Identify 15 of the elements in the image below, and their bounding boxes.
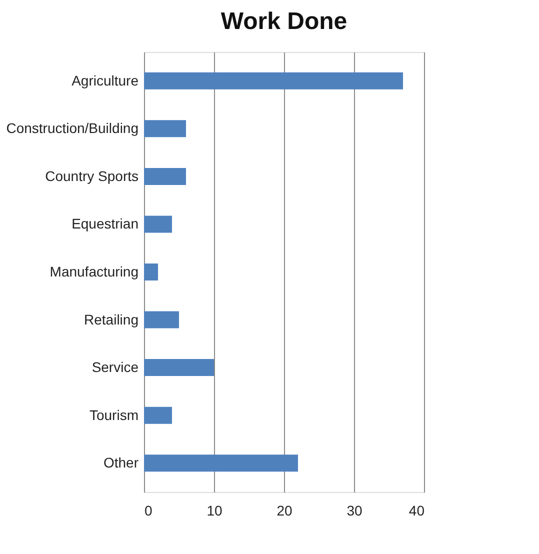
y-tick-label: Service: [92, 359, 139, 376]
y-tick-label: Country Sports: [45, 168, 138, 184]
x-tick-label: 0: [144, 502, 152, 518]
y-tick-label: Other: [103, 454, 139, 471]
y-tick-label: Retailing: [84, 311, 138, 328]
y-tick-label: Manufacturing: [50, 264, 138, 280]
x-tick-label: 30: [346, 502, 362, 518]
y-tick-label: Equestrian: [72, 216, 138, 232]
x-tick-label: 40: [408, 502, 425, 518]
y-tick-label: Agriculture: [72, 72, 139, 88]
chart-title: Work Done: [220, 8, 348, 35]
y-tick-label: Construction/Building: [6, 120, 138, 136]
y-tick-label: Tourism: [89, 406, 138, 423]
x-tick-label: 20: [276, 502, 292, 518]
x-tick-label: 10: [206, 502, 222, 518]
